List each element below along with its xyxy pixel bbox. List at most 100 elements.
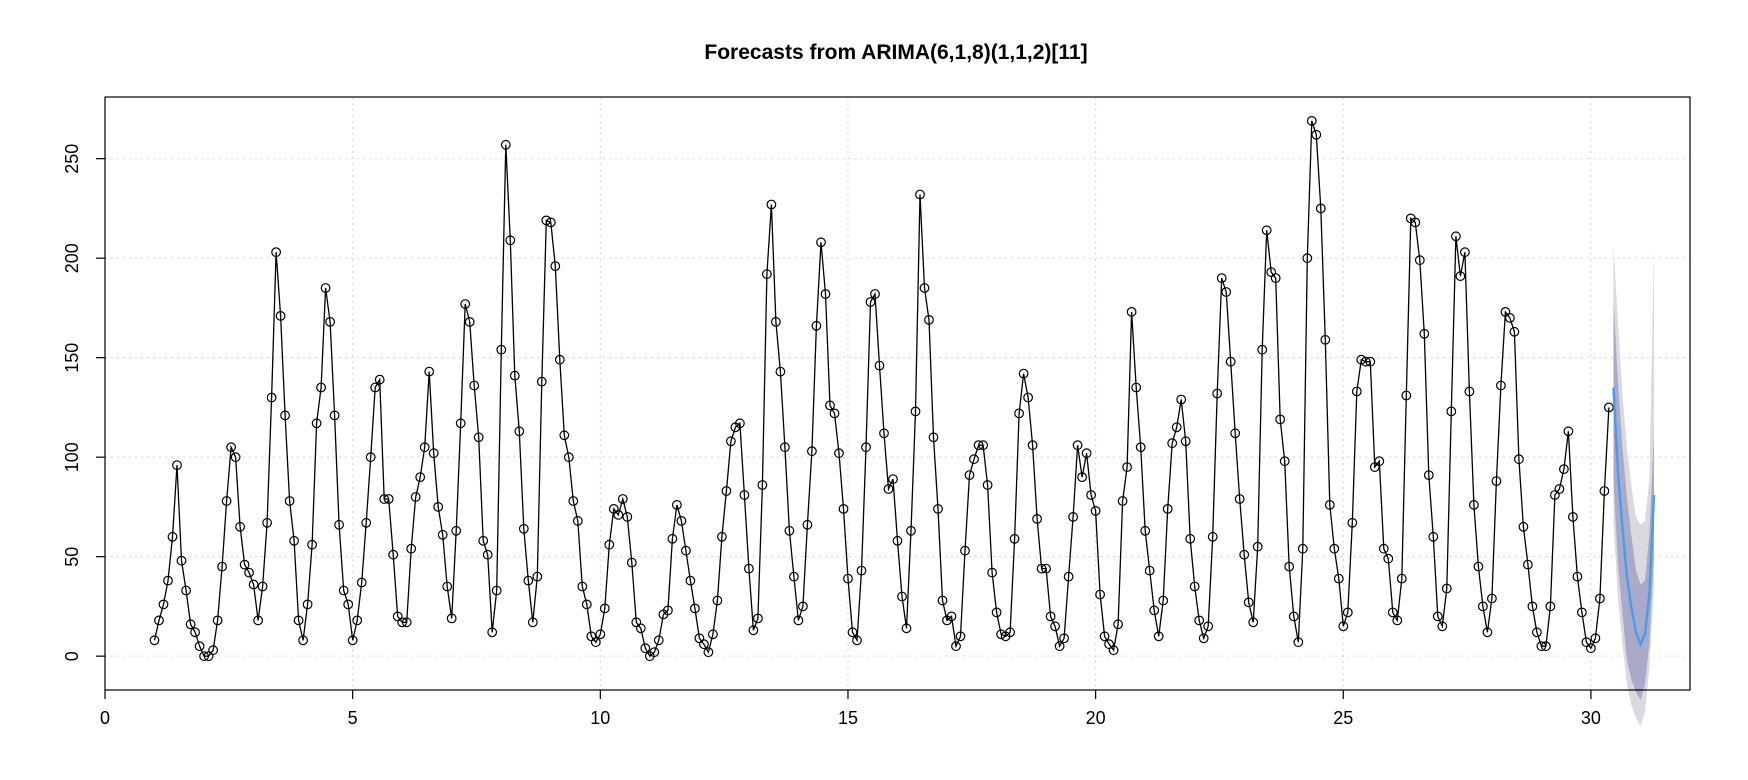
data-point	[1342, 607, 1353, 618]
data-point	[469, 380, 480, 391]
data-point	[626, 557, 637, 568]
data-point	[365, 452, 376, 463]
interval-80-band	[1613, 302, 1654, 700]
data-point	[928, 432, 939, 443]
data-point	[388, 549, 399, 560]
data-point	[253, 615, 264, 626]
data-point	[478, 535, 489, 546]
data-point	[1486, 593, 1497, 604]
data-point	[784, 525, 795, 536]
forecast-mean-line	[1612, 387, 1656, 648]
plot-frame	[104, 96, 1691, 691]
data-point	[1392, 615, 1403, 626]
data-point	[847, 627, 858, 638]
data-point	[379, 494, 390, 504]
data-point	[437, 529, 448, 540]
data-point	[717, 531, 727, 542]
data-point	[338, 585, 349, 596]
data-point	[1531, 627, 1542, 638]
data-point	[302, 599, 313, 610]
data-point	[699, 639, 709, 650]
data-point	[284, 496, 295, 506]
data-point	[1221, 287, 1232, 297]
data-point	[1297, 543, 1308, 554]
prediction-intervals	[1613, 244, 1654, 726]
data-point	[1077, 472, 1087, 483]
data-point	[1554, 484, 1565, 494]
data-point	[757, 480, 768, 490]
data-point	[1482, 627, 1493, 638]
data-point	[1509, 326, 1520, 337]
data-point	[987, 567, 997, 578]
data-point	[879, 428, 889, 439]
data-point	[541, 215, 552, 226]
data-point	[946, 611, 957, 622]
data-point	[500, 139, 511, 150]
data-point	[1189, 581, 1200, 592]
data-point	[266, 392, 277, 403]
observed-series	[149, 115, 1614, 662]
data-point	[1014, 408, 1024, 419]
data-point	[982, 480, 993, 490]
x-tick-label: 30	[1581, 708, 1601, 728]
data-point	[1563, 426, 1574, 437]
data-point	[1050, 621, 1060, 632]
data-point	[1446, 406, 1457, 417]
data-point	[1558, 464, 1569, 475]
data-point	[1576, 607, 1587, 618]
data-point	[793, 615, 804, 626]
data-point	[1203, 621, 1214, 632]
data-point	[721, 486, 732, 496]
observed-line	[153, 120, 1610, 658]
data-point	[780, 442, 790, 453]
data-point	[1198, 633, 1209, 644]
data-point	[1063, 571, 1074, 582]
data-point	[1306, 115, 1317, 126]
data-point	[428, 448, 439, 459]
data-point	[726, 436, 736, 447]
data-point	[852, 635, 862, 646]
y-tick-label: 0	[62, 651, 82, 661]
data-point	[1324, 500, 1335, 510]
data-point	[1009, 533, 1020, 544]
data-point	[509, 370, 520, 381]
data-point	[708, 629, 718, 640]
data-point	[897, 591, 907, 602]
data-point	[1270, 273, 1281, 284]
data-point	[1167, 438, 1178, 449]
data-point	[762, 269, 772, 280]
data-point	[1275, 414, 1286, 425]
data-point	[820, 289, 831, 299]
data-point	[1293, 637, 1304, 648]
data-point	[1239, 549, 1250, 560]
data-point	[1374, 456, 1385, 467]
data-point	[226, 442, 237, 453]
data-point	[1059, 633, 1069, 644]
data-point	[807, 446, 817, 457]
data-point	[473, 432, 484, 443]
data-point	[1117, 496, 1128, 506]
data-point	[397, 617, 408, 628]
x-tick-label: 20	[1086, 708, 1106, 728]
data-point	[915, 189, 925, 200]
data-point	[433, 502, 444, 512]
data-point	[802, 519, 813, 530]
data-point	[1122, 462, 1132, 473]
data-point	[1491, 476, 1502, 487]
data-point	[1248, 617, 1259, 628]
data-point	[888, 474, 898, 485]
data-point	[1108, 645, 1119, 656]
data-point	[969, 454, 979, 465]
data-point	[1144, 565, 1155, 576]
data-point	[185, 619, 196, 630]
data-point	[536, 376, 547, 387]
data-point	[361, 517, 372, 528]
data-point	[595, 629, 606, 640]
data-point	[1153, 631, 1164, 642]
data-point	[1527, 601, 1538, 612]
data-point	[167, 531, 178, 542]
data-point	[514, 426, 525, 437]
data-point	[1212, 388, 1223, 399]
data-point	[1207, 531, 1218, 542]
data-point	[775, 366, 786, 377]
